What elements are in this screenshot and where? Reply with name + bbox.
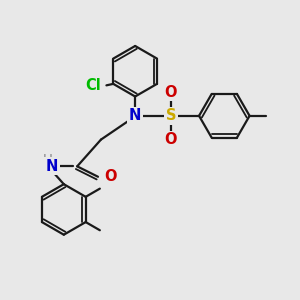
Text: S: S (166, 108, 176, 123)
Text: N: N (46, 159, 58, 174)
Text: O: O (165, 85, 177, 100)
Text: H: H (43, 153, 52, 166)
Text: O: O (165, 132, 177, 147)
Text: O: O (104, 169, 116, 184)
Text: N: N (129, 108, 141, 123)
Text: Cl: Cl (85, 78, 101, 93)
